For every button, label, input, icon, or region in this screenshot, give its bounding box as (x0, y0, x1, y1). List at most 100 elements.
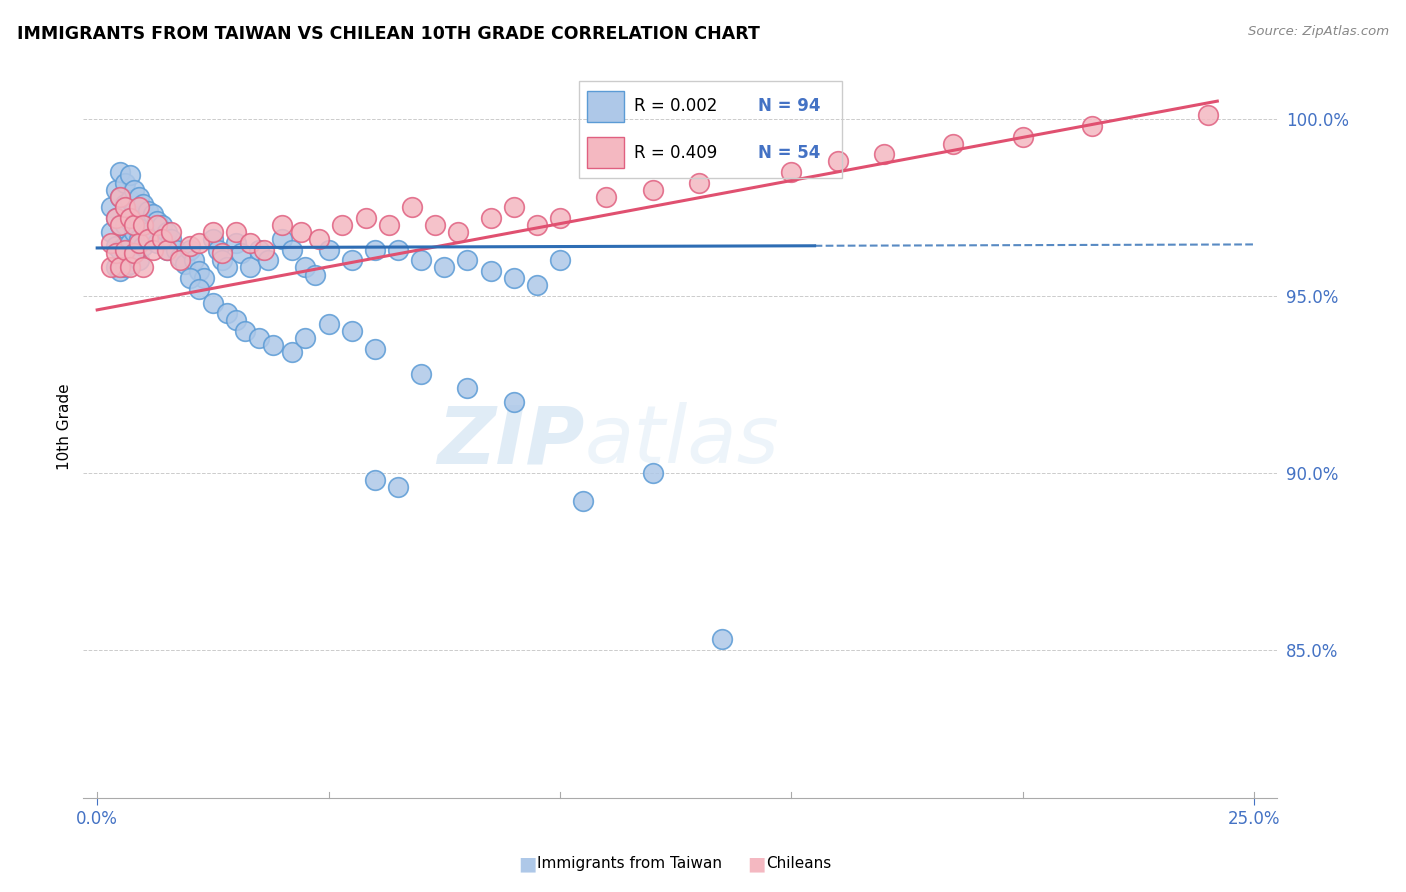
Text: Chileans: Chileans (766, 856, 831, 871)
Point (179, 239, 201, 253)
Point (169, 253, 191, 268)
Point (155, 243, 177, 257)
Point (114, 176, 136, 190)
Text: ■: ■ (747, 854, 766, 873)
Point (110, 243, 132, 257)
Point (340, 324, 363, 338)
Text: Immigrants from Taiwan: Immigrants from Taiwan (537, 856, 723, 871)
Point (118, 260, 141, 275)
Point (142, 243, 165, 257)
Point (150, 218, 173, 232)
Point (100, 235, 122, 250)
Text: ZIP: ZIP (437, 402, 585, 481)
Point (207, 243, 229, 257)
Point (456, 253, 478, 268)
Point (179, 243, 201, 257)
Point (136, 203, 159, 218)
Point (146, 214, 169, 228)
Point (114, 200, 136, 214)
Point (1012, 129, 1035, 144)
Point (247, 331, 270, 345)
Point (165, 243, 187, 257)
Point (318, 243, 340, 257)
Point (215, 306, 238, 320)
Point (201, 232, 224, 246)
Point (118, 257, 141, 271)
Point (114, 243, 136, 257)
Point (253, 243, 276, 257)
Point (548, 211, 571, 225)
Point (548, 253, 571, 268)
Point (225, 313, 247, 327)
Point (132, 239, 155, 253)
Point (271, 218, 294, 232)
Point (294, 260, 316, 275)
Point (146, 235, 169, 250)
Point (160, 232, 183, 246)
Point (122, 246, 145, 260)
Point (423, 218, 446, 232)
Point (110, 189, 132, 203)
Point (110, 165, 132, 179)
Point (118, 211, 141, 225)
Point (572, 494, 595, 508)
Point (447, 225, 470, 239)
Point (104, 239, 127, 253)
Point (304, 268, 326, 282)
Point (318, 317, 340, 331)
Point (110, 218, 132, 232)
Point (239, 235, 262, 250)
Point (128, 189, 150, 203)
Point (118, 235, 141, 250)
Point (104, 211, 127, 225)
Point (188, 264, 211, 278)
Point (201, 295, 224, 310)
Y-axis label: 10th Grade: 10th Grade (58, 384, 72, 470)
Point (142, 228, 165, 243)
Point (308, 232, 330, 246)
Point (183, 253, 205, 268)
Point (378, 218, 401, 232)
Point (262, 338, 284, 352)
Point (104, 246, 127, 260)
Point (132, 260, 155, 275)
Point (122, 225, 145, 239)
Text: IMMIGRANTS FROM TAIWAN VS CHILEAN 10TH GRADE CORRELATION CHART: IMMIGRANTS FROM TAIWAN VS CHILEAN 10TH G… (17, 25, 759, 43)
Point (387, 243, 409, 257)
Point (225, 235, 247, 250)
Point (132, 218, 155, 232)
Point (225, 225, 247, 239)
Point (146, 218, 169, 232)
Point (104, 211, 127, 225)
Point (233, 324, 256, 338)
Point (150, 232, 173, 246)
Point (160, 225, 183, 239)
Point (118, 169, 141, 183)
Point (526, 278, 548, 293)
Point (114, 260, 136, 275)
Point (174, 257, 197, 271)
Point (104, 260, 127, 275)
Point (142, 207, 165, 221)
Point (873, 147, 896, 161)
Point (280, 345, 302, 359)
Point (641, 466, 664, 480)
Point (114, 218, 136, 232)
Point (100, 225, 122, 239)
Point (290, 225, 312, 239)
Point (294, 331, 316, 345)
Point (456, 381, 478, 395)
Point (100, 260, 122, 275)
Point (387, 480, 409, 494)
Point (114, 239, 136, 253)
Point (211, 253, 233, 268)
Point (122, 218, 145, 232)
Point (136, 225, 159, 239)
Point (401, 200, 423, 214)
Point (479, 264, 502, 278)
Point (271, 232, 294, 246)
Point (257, 253, 280, 268)
Point (169, 250, 191, 264)
Point (411, 253, 433, 268)
Point (502, 200, 524, 214)
